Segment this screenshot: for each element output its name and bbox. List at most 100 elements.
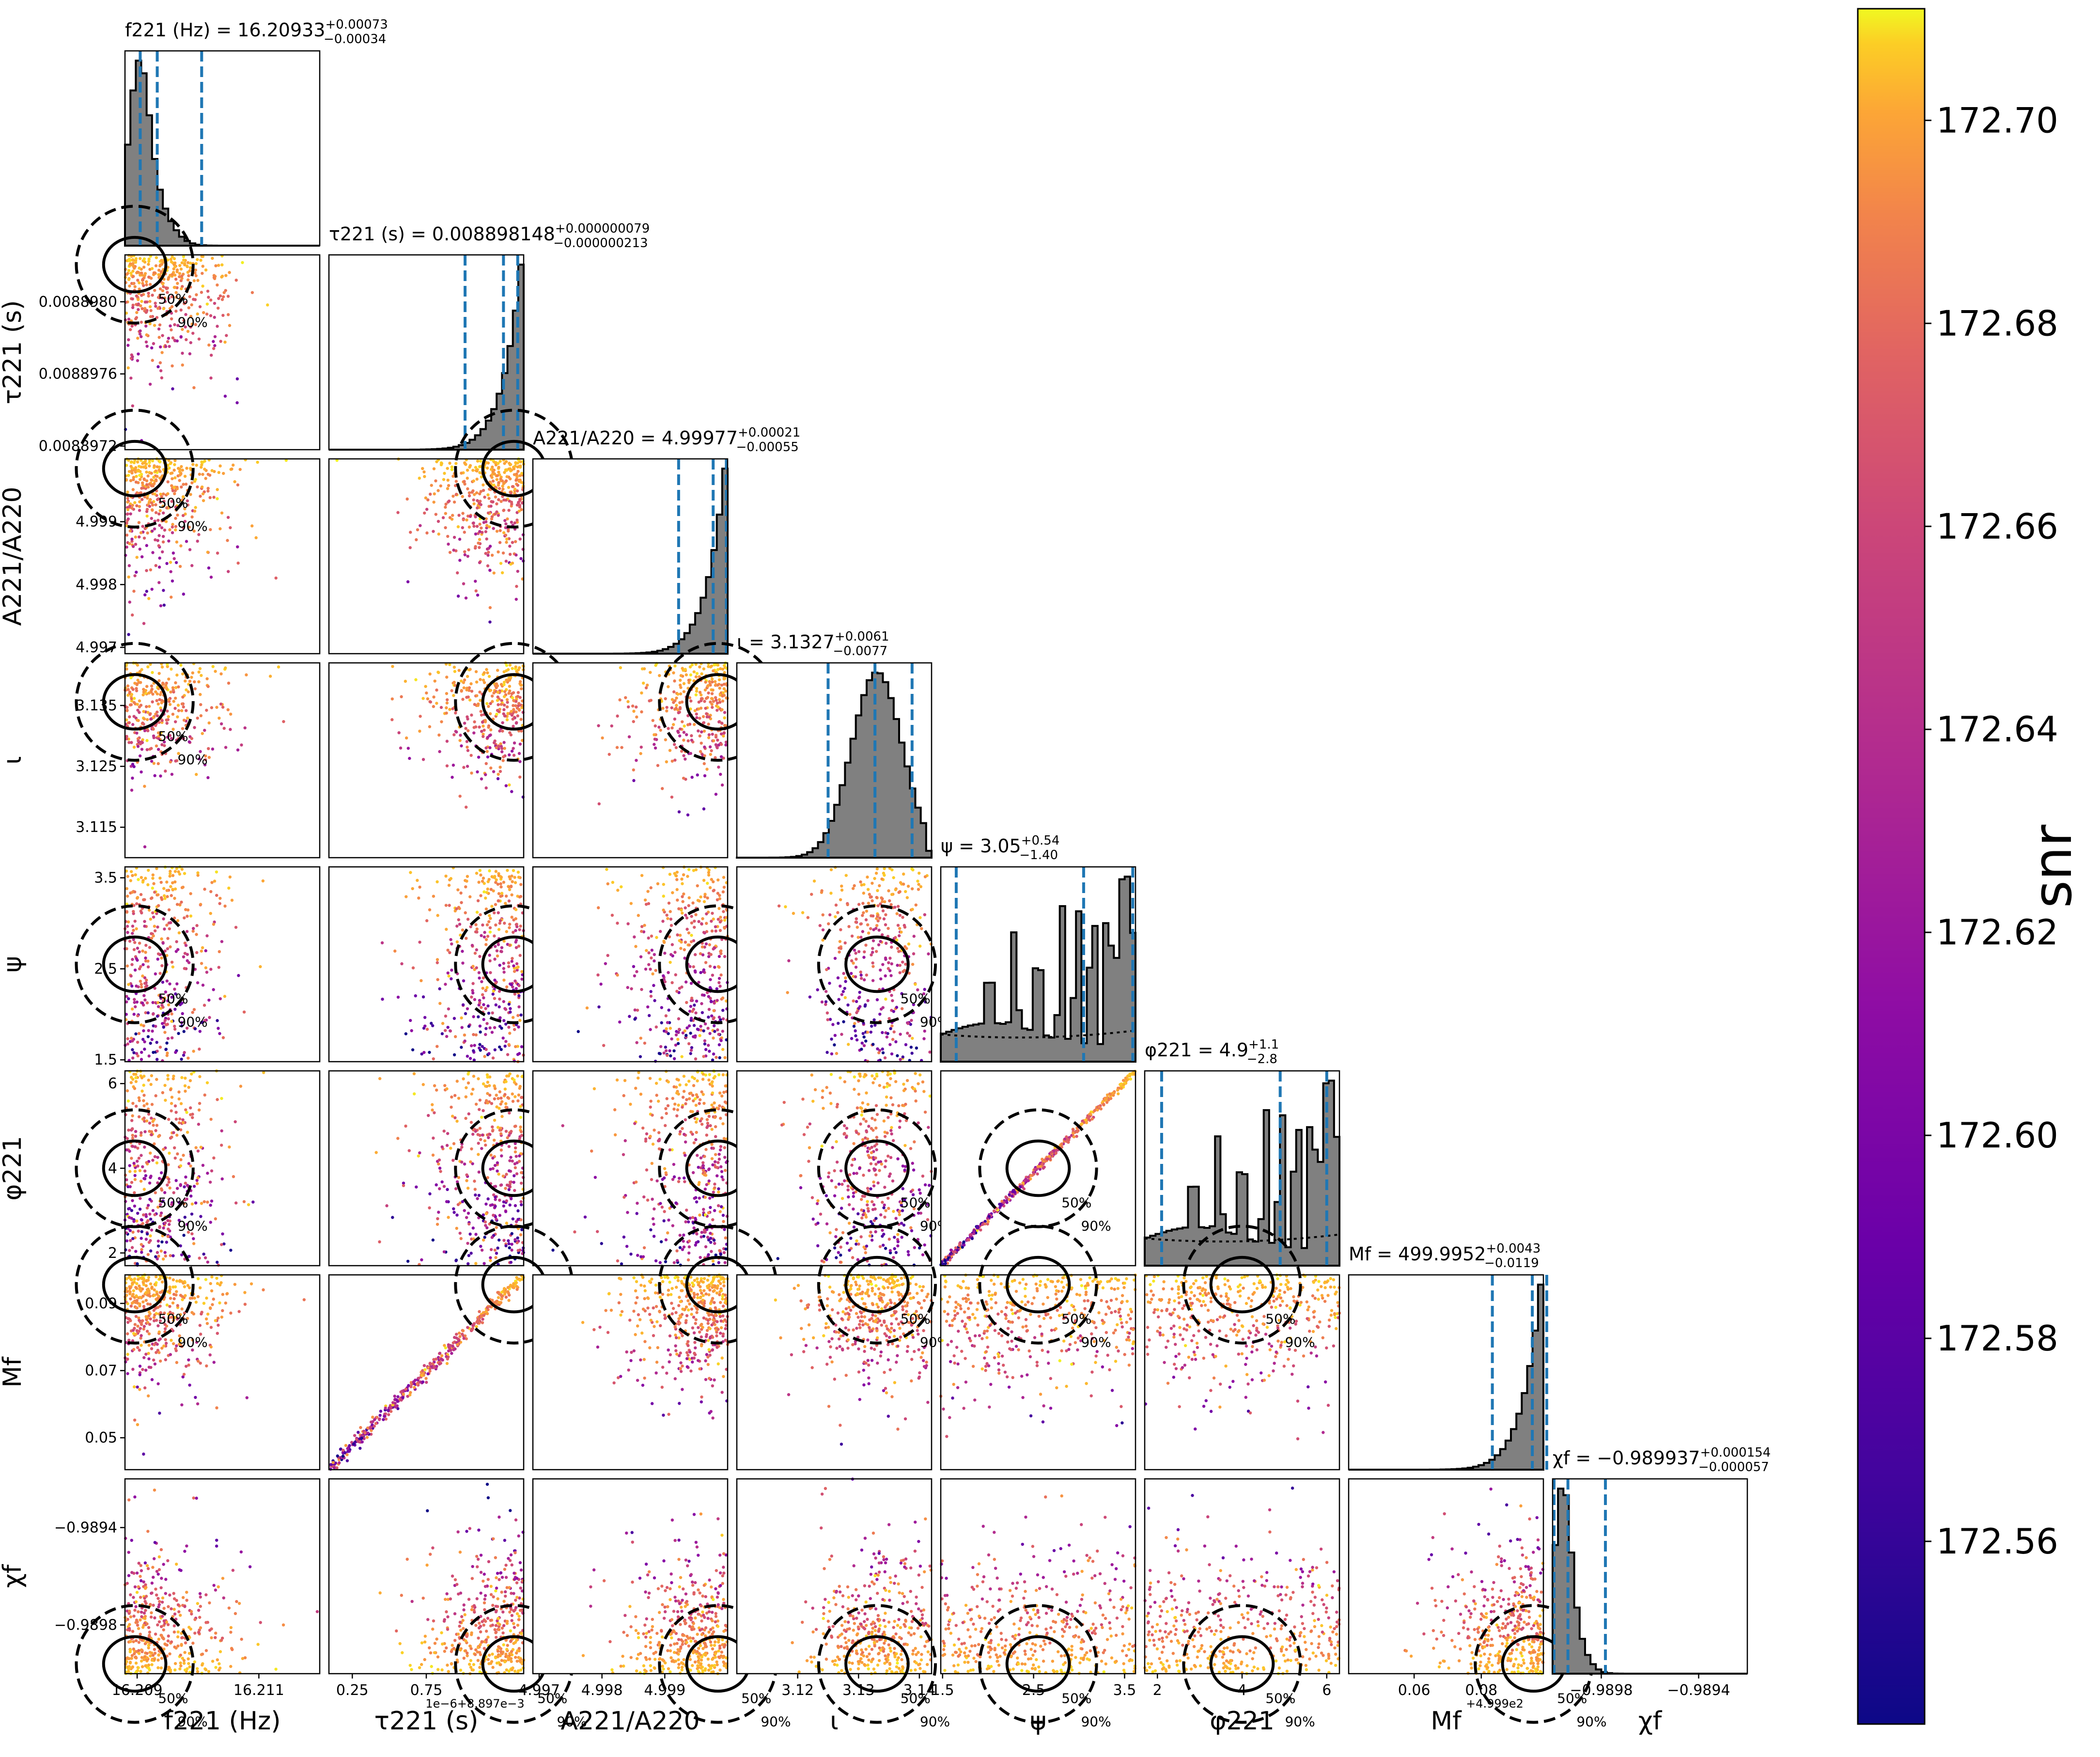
scatter-point <box>857 1006 860 1010</box>
scatter-point <box>691 901 695 905</box>
scatter-point <box>616 973 619 977</box>
scatter-point <box>207 296 210 299</box>
scatter-point <box>158 972 162 975</box>
scatter-point <box>498 963 501 967</box>
scatter-point <box>204 754 207 758</box>
scatter-point <box>162 603 166 607</box>
scatter-point <box>665 709 669 713</box>
scatter-point <box>162 285 165 288</box>
scatter-point <box>141 278 144 281</box>
scatter-point <box>501 721 504 724</box>
scatter-point <box>155 699 158 703</box>
scatter-point <box>646 1005 650 1009</box>
scatter-point <box>679 686 683 689</box>
scatter-point <box>665 913 669 917</box>
scatter-point <box>418 941 421 944</box>
scatter-point <box>136 336 140 340</box>
scatter-point <box>453 1094 457 1097</box>
scatter-point <box>713 680 717 683</box>
scatter-point <box>494 495 498 499</box>
scatter-point <box>465 740 469 743</box>
scatter-point <box>713 1182 716 1186</box>
scatter-point <box>167 715 170 719</box>
scatter-point <box>482 1018 485 1021</box>
scatter-point <box>220 511 224 515</box>
scatter-point <box>432 501 436 504</box>
scatter-point <box>417 1154 420 1158</box>
scatter-point <box>176 282 179 285</box>
scatter-point <box>162 740 166 744</box>
scatter-point <box>186 329 190 333</box>
scatter-point <box>704 961 708 964</box>
scatter-point <box>490 905 494 908</box>
scatter-point <box>431 1108 434 1112</box>
scatter-point <box>139 893 143 896</box>
scatter-point <box>409 531 412 534</box>
scatter-point <box>477 1170 481 1174</box>
scatter-point <box>166 1235 170 1238</box>
scatter-point <box>862 1035 866 1039</box>
scatter-point <box>864 1003 867 1006</box>
scatter-point <box>670 759 674 763</box>
scatter-point <box>126 920 130 924</box>
scatter-point <box>136 1014 140 1018</box>
scatter-point <box>129 1081 133 1084</box>
scatter-point <box>466 675 469 678</box>
scatter-point <box>155 1078 158 1081</box>
scatter-point <box>147 501 151 504</box>
scatter-point <box>851 887 855 890</box>
scatter-point <box>505 537 509 541</box>
scatter-point <box>142 266 146 269</box>
scatter-point <box>201 472 204 476</box>
scatter-point <box>668 1049 671 1052</box>
scatter-point <box>151 508 154 512</box>
scatter-point <box>178 872 182 876</box>
scatter-point <box>431 1103 434 1106</box>
scatter-point <box>137 468 140 472</box>
scatter-point <box>134 1134 138 1138</box>
panel-bg <box>125 255 320 450</box>
scatter-point <box>644 903 648 906</box>
scatter-point <box>516 1099 520 1103</box>
scatter-point <box>140 271 143 275</box>
scatter-point <box>495 510 498 514</box>
scatter-point <box>429 1021 433 1025</box>
scatter-point <box>663 1167 667 1170</box>
scatter-point <box>677 810 681 814</box>
scatter-point <box>517 1160 521 1163</box>
scatter-point <box>482 724 485 728</box>
scatter-point <box>454 711 457 715</box>
scatter-point <box>679 947 683 950</box>
scatter-point <box>662 908 665 912</box>
scatter-point <box>916 879 919 883</box>
scatter-point <box>446 1188 449 1192</box>
panel-title-iota: ι = 3.1327+0.0061 −0.0077 <box>737 629 889 659</box>
scatter-point <box>187 1085 190 1089</box>
scatter-point <box>481 531 484 534</box>
scatter-point <box>201 271 204 275</box>
scatter-point <box>685 916 689 920</box>
scatter-point <box>488 954 491 957</box>
scatter-point <box>497 745 500 748</box>
scatter-point <box>454 1187 458 1191</box>
scatter-point <box>475 525 479 528</box>
scatter-point <box>420 1258 423 1262</box>
scatter-point <box>490 476 494 479</box>
scatter-point <box>380 941 384 944</box>
scatter-point <box>135 984 138 988</box>
scatter-point <box>502 1204 505 1208</box>
scatter-point <box>151 700 154 704</box>
scatter-point <box>658 1052 662 1055</box>
scatter-point <box>462 979 466 983</box>
scatter-point <box>495 1226 498 1229</box>
scatter-point <box>516 569 519 573</box>
scatter-point <box>150 684 154 688</box>
scatter-point <box>149 276 153 280</box>
scatter-point <box>452 1207 455 1210</box>
scatter-point <box>721 996 725 1000</box>
scatter-point <box>182 255 186 258</box>
scatter-point <box>669 910 672 913</box>
scatter-point <box>171 523 174 526</box>
scatter-point <box>881 1031 884 1035</box>
scatter-point <box>479 709 482 713</box>
